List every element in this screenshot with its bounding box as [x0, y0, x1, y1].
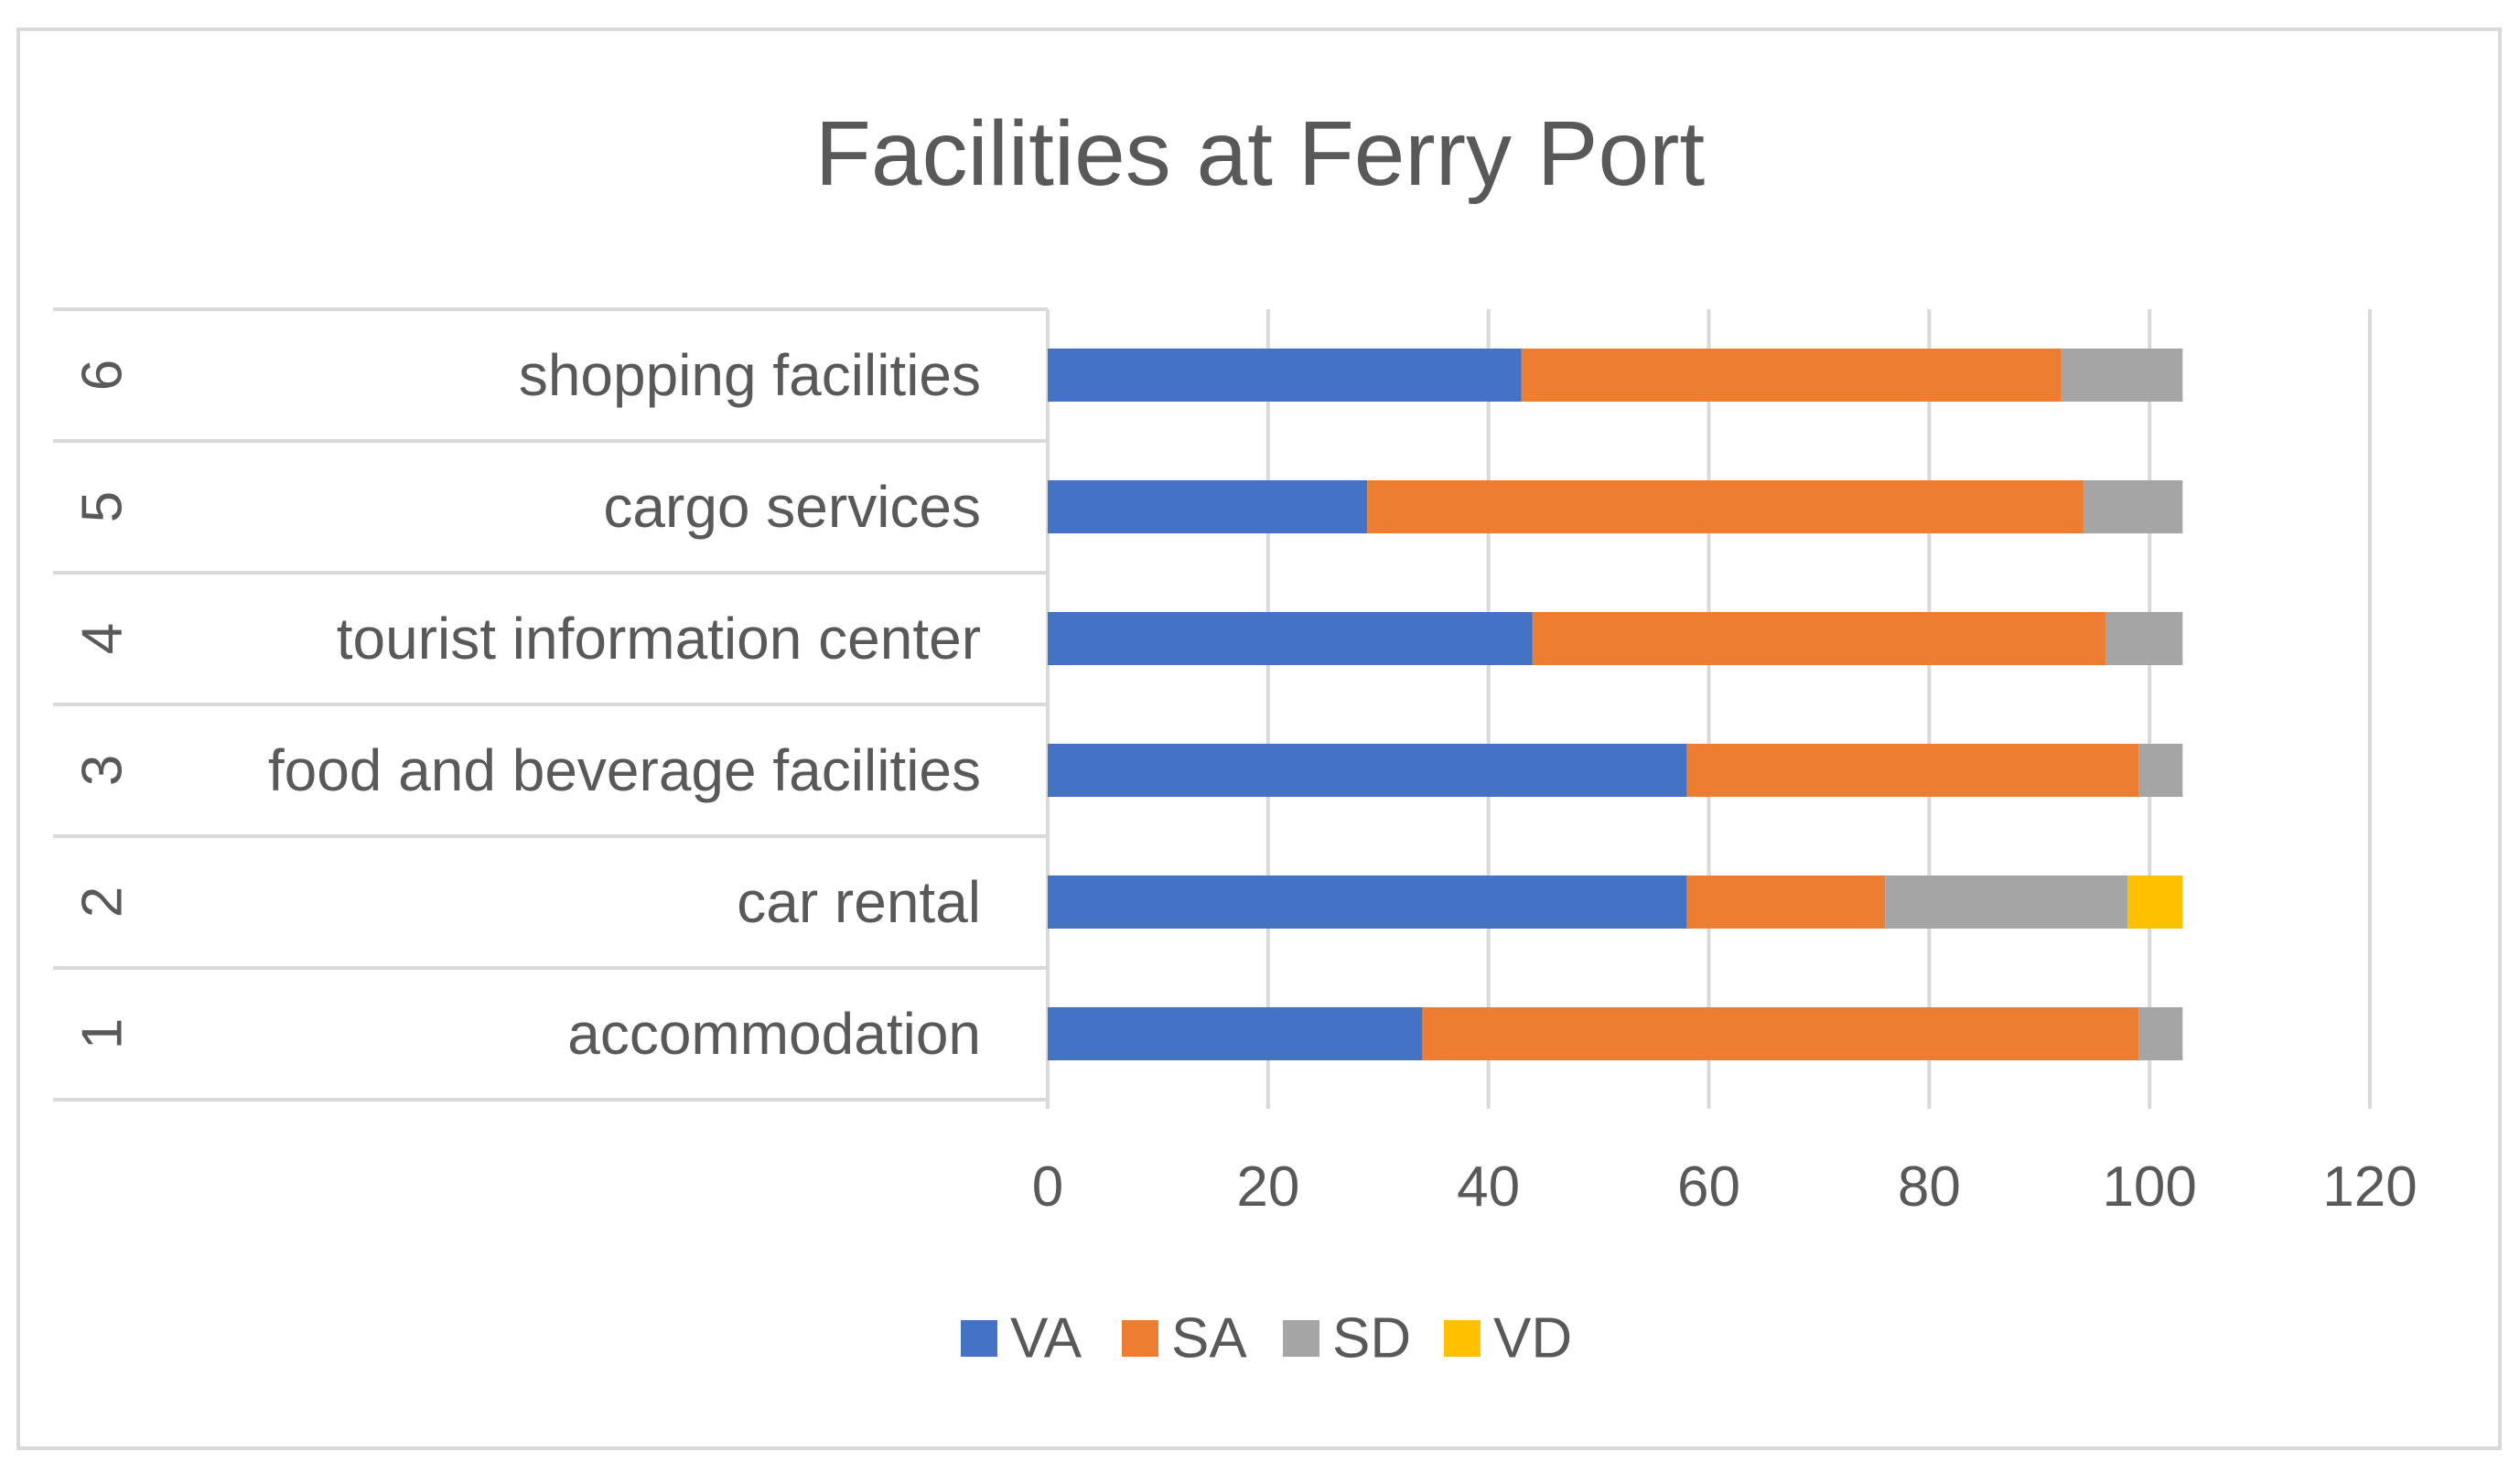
x-tick-label: 80	[1898, 1155, 1961, 1219]
category-label: accommodation	[567, 1001, 981, 1067]
legend-label-vd: VD	[1493, 1307, 1572, 1370]
bar-segment-sd	[2061, 349, 2183, 402]
category-label: car rental	[737, 869, 981, 935]
bar-segment-sa	[1686, 876, 1886, 929]
x-tick-label: 40	[1457, 1155, 1520, 1219]
bar-segment-va	[1048, 349, 1522, 402]
x-tick-label: 120	[2322, 1155, 2417, 1219]
bar-segment-sd	[2138, 744, 2183, 797]
legend-swatch-va	[961, 1320, 997, 1357]
bar-segment-sd	[2083, 480, 2183, 533]
gridlines	[1265, 309, 2372, 1109]
bars	[1048, 349, 2183, 1060]
bar-segment-va	[1048, 480, 1368, 533]
legend: VA SA SD VD	[961, 1307, 1572, 1370]
bar-segment-sa	[1686, 744, 2139, 797]
bar-segment-sa	[1422, 1007, 2139, 1060]
legend-swatch-sa	[1122, 1320, 1158, 1357]
legend-swatch-sd	[1283, 1320, 1319, 1357]
chart-frame	[16, 27, 2502, 1450]
bar-segment-va	[1048, 876, 1687, 929]
x-tick-label: 0	[1032, 1155, 1063, 1219]
x-tick-label: 60	[1677, 1155, 1740, 1219]
category-label: shopping facilities	[519, 342, 981, 408]
bar-segment-sd	[1885, 876, 2128, 929]
chart-title: Facilities at Ferry Port	[815, 102, 1706, 205]
category-index-label: 4	[71, 623, 135, 654]
category-index-label: 1	[71, 1018, 135, 1049]
bar-segment-va	[1048, 612, 1533, 665]
category-index-label: 5	[71, 491, 135, 522]
bar-segment-va	[1048, 744, 1687, 797]
bar-segment-sd	[2105, 612, 2183, 665]
bar-segment-sd	[2138, 1007, 2183, 1060]
legend-label-sa: SA	[1171, 1307, 1247, 1370]
category-label: tourist information center	[337, 606, 981, 672]
category-index-label: 2	[71, 886, 135, 918]
legend-label-sd: SD	[1332, 1307, 1411, 1370]
x-axis-ticks: 0 20 40 60 80 100 120	[1032, 1155, 2418, 1219]
bar-segment-va	[1048, 1007, 1423, 1060]
category-table: 1 accommodation 2 car rental 3 food and bever…	[53, 307, 1050, 1109]
bar-segment-vd	[2127, 876, 2183, 929]
x-tick-label: 20	[1236, 1155, 1299, 1219]
category-index-label: 3	[71, 755, 135, 786]
category-label: food and beverage facilities	[268, 737, 981, 803]
bar-segment-sa	[1521, 349, 2062, 402]
bar-segment-sa	[1367, 480, 2084, 533]
x-tick-label: 100	[2102, 1155, 2196, 1219]
legend-label-va: VA	[1010, 1307, 1082, 1370]
category-label: cargo services	[603, 474, 981, 540]
legend-swatch-vd	[1444, 1320, 1481, 1357]
category-index-label: 6	[71, 360, 135, 391]
bar-segment-sa	[1532, 612, 2105, 665]
